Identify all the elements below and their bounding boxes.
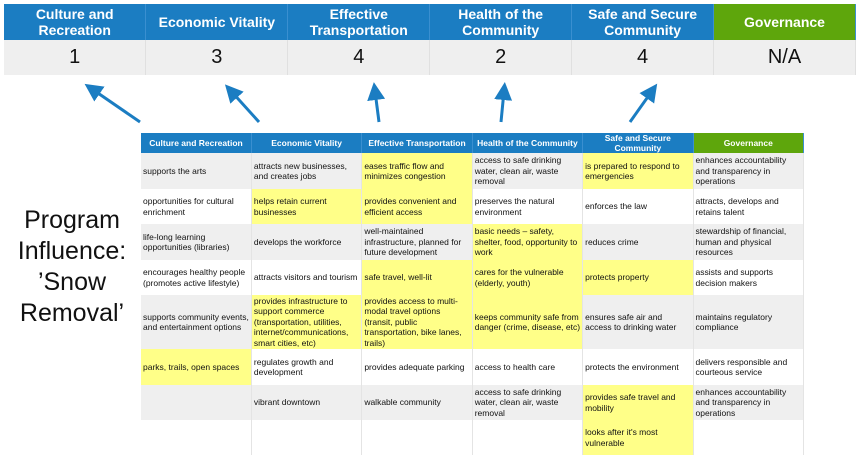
grid-cell: ensures safe air and access to drinking …	[582, 295, 694, 349]
grid-header-health-of-the-community: Health of the Community	[472, 133, 584, 153]
table-row: looks after it's most vulnerable	[141, 420, 805, 455]
grid-cell: is prepared to respond to emergencies	[582, 153, 694, 189]
grid-cell: maintains regulatory compliance	[693, 295, 805, 349]
grid-header-effective-transportation: Effective Transportation	[361, 133, 473, 153]
grid-cell	[361, 420, 473, 455]
grid-cell: reduces crime	[582, 224, 694, 260]
grid-cell: cares for the vulnerable (elderly, youth…	[472, 260, 584, 295]
summary-score-economic-vitality: 3	[145, 40, 289, 75]
table-row: parks, trails, open spaces regulates grow…	[141, 349, 805, 385]
table-row: life-long learning opportunities (librar…	[141, 224, 805, 260]
grid-header-economic-vitality: Economic Vitality	[251, 133, 363, 153]
grid-cell: safe travel, well-lit	[361, 260, 473, 295]
grid-cell: delivers responsible and courteous servi…	[693, 349, 805, 385]
grid-cell: looks after it's most vulnerable	[582, 420, 694, 455]
arrow-icon	[494, 82, 513, 123]
grid-header-governance: Governance	[693, 133, 805, 153]
grid-cell: attracts new businesses, and creates job…	[251, 153, 363, 189]
grid-header-culture-and-recreation: Culture and Recreation	[141, 133, 252, 153]
grid-cell: protects the environment	[582, 349, 694, 385]
grid-cell: eases traffic flow and minimizes congest…	[361, 153, 473, 189]
grid-cell: attracts, develops and retains talent	[693, 189, 805, 224]
grid-cell: preserves the natural environment	[472, 189, 584, 224]
grid-cell: well-maintained infrastructure, planned …	[361, 224, 473, 260]
grid-cell: access to health care	[472, 349, 584, 385]
arrow-icon	[84, 83, 141, 124]
grid-cell: helps retain current businesses	[251, 189, 363, 224]
table-row: supports the arts attracts new businesses…	[141, 153, 805, 189]
grid-cell: provides convenient and efficient access	[361, 189, 473, 224]
arrow-icon	[224, 84, 261, 124]
grid-cell: supports the arts	[141, 153, 252, 189]
table-row: encourages healthy people (promotes acti…	[141, 260, 805, 295]
grid-cell: encourages healthy people (promotes acti…	[141, 260, 252, 295]
arrow-icon	[367, 82, 386, 123]
grid-cell	[251, 420, 363, 455]
grid-cell: opportunities for cultural enrichment	[141, 189, 252, 224]
influence-grid: Culture and Recreation Economic Vitality E…	[141, 133, 805, 455]
grid-cell: access to safe drinking water, clean air…	[472, 153, 584, 189]
grid-cell: parks, trails, open spaces	[141, 349, 252, 385]
grid-cell: provides safe travel and mobility	[582, 385, 694, 420]
grid-cell: attracts visitors and tourism	[251, 260, 363, 295]
grid-cell: enhances accountability and transparency…	[693, 153, 805, 189]
summary-header-culture-and-recreation: Culture and Recreation	[4, 4, 147, 40]
summary-score-health-of-the-community: 2	[429, 40, 573, 75]
summary-score-culture-and-recreation: 1	[4, 40, 147, 75]
summary-header-health-of-the-community: Health of the Community	[429, 4, 573, 40]
grid-header-safe-and-secure-community: Safe and Secure Community	[582, 133, 694, 153]
table-row: vibrant downtown walkable community access…	[141, 385, 805, 420]
grid-cell: access to safe drinking water, clean air…	[472, 385, 584, 420]
summary-header-governance: Governance	[713, 4, 856, 40]
summary-header-economic-vitality: Economic Vitality	[145, 4, 289, 40]
grid-cell: life-long learning opportunities (librar…	[141, 224, 252, 260]
grid-cell: regulates growth and development	[251, 349, 363, 385]
summary-score-governance: N/A	[713, 40, 856, 75]
summary-score-safe-and-secure-community: 4	[571, 40, 715, 75]
arrow-icon	[628, 83, 658, 123]
arrows	[84, 82, 658, 124]
summary-table: Culture and Recreation Economic Vitality E…	[4, 4, 856, 75]
grid-cell: develops the workforce	[251, 224, 363, 260]
table-row: supports community events, and entertain…	[141, 295, 805, 349]
grid-cell: assists and supports decision makers	[693, 260, 805, 295]
table-row: opportunities for cultural enrichment hel…	[141, 189, 805, 224]
grid-cell: enforces the law	[582, 189, 694, 224]
program-influence-label: Program Influence: ’Snow Removal’	[17, 206, 127, 327]
grid-cell: provides access to multi-modal travel op…	[361, 295, 473, 349]
grid-cell: provides infrastructure to support comme…	[251, 295, 363, 349]
summary-header-effective-transportation: Effective Transportation	[287, 4, 431, 40]
summary-score-effective-transportation: 4	[287, 40, 431, 75]
grid-cell	[693, 420, 805, 455]
grid-cell: protects property	[582, 260, 694, 295]
grid-cell: supports community events, and entertain…	[141, 295, 252, 349]
summary-header-safe-and-secure-community: Safe and Secure Community	[571, 4, 715, 40]
grid-cell	[141, 385, 252, 420]
grid-cell: enhances accountability and transparency…	[693, 385, 805, 420]
grid-cell	[472, 420, 584, 455]
grid-cell	[141, 420, 252, 455]
grid-cell: provides adequate parking	[361, 349, 473, 385]
grid-cell: stewardship of financial, human and phys…	[693, 224, 805, 260]
grid-cell: walkable community	[361, 385, 473, 420]
grid-cell: keeps community safe from danger (crime,…	[472, 295, 584, 349]
grid-cell: vibrant downtown	[251, 385, 363, 420]
grid-cell: basic needs – safety, shelter, food, opp…	[472, 224, 584, 260]
